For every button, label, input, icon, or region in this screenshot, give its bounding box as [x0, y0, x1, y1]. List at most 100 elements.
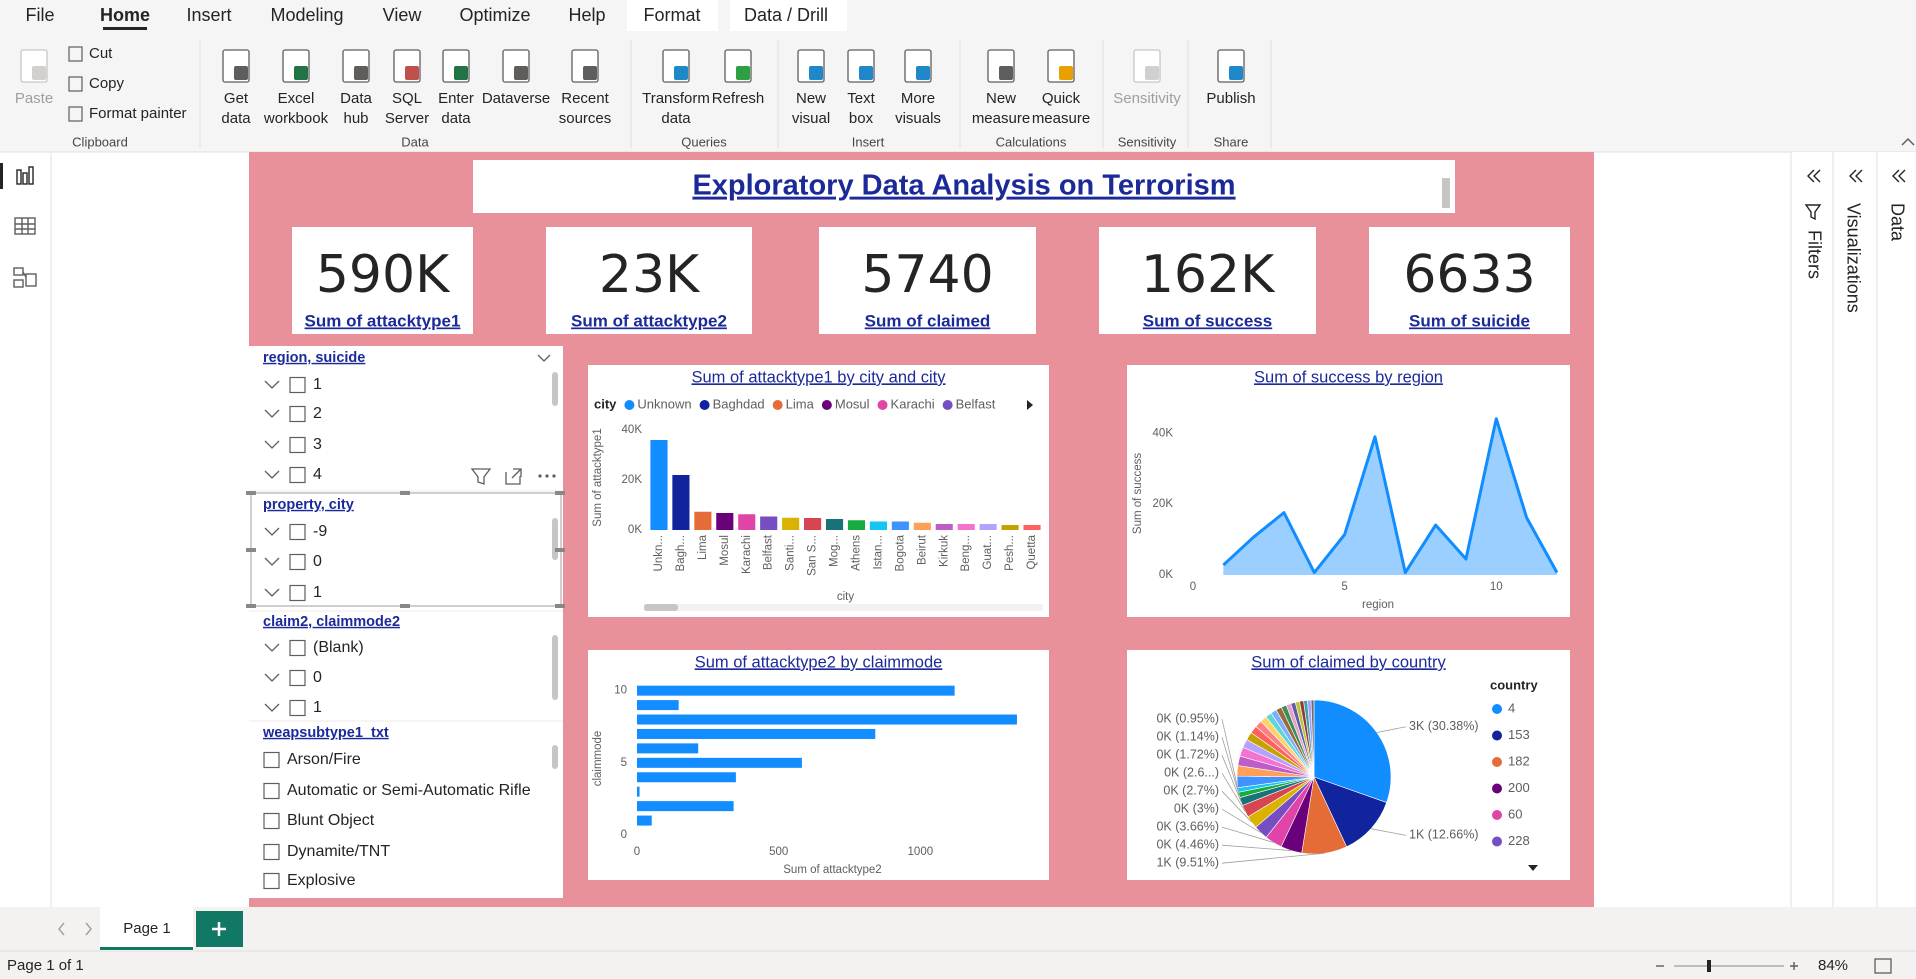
focus-icon[interactable] [505, 468, 522, 485]
ribbon-button-label[interactable]: Quick [1042, 90, 1081, 107]
slicer-item[interactable]: 1 [313, 376, 322, 393]
resize-handle[interactable] [555, 491, 565, 495]
button-icon[interactable] [987, 49, 1015, 83]
menu-tab[interactable]: View [383, 5, 423, 25]
checkbox[interactable] [289, 466, 306, 484]
checkbox[interactable] [289, 436, 306, 454]
ribbon-small-button[interactable]: Cut [89, 45, 113, 62]
ribbon-button-label[interactable]: data [221, 110, 251, 127]
ribbon-button-label[interactable]: Recent [561, 90, 609, 107]
resize-handle[interactable] [400, 491, 410, 495]
checkbox[interactable] [289, 669, 306, 687]
slicer-item[interactable]: 3 [313, 436, 322, 453]
resize-handle[interactable] [400, 604, 410, 608]
button-icon[interactable] [1047, 49, 1075, 83]
button-icon[interactable] [571, 49, 599, 83]
slicer-item[interactable]: 0 [313, 669, 322, 686]
slicer-item[interactable]: 4 [313, 466, 322, 483]
ribbon-button-label[interactable]: hub [343, 110, 368, 127]
checkbox[interactable] [289, 584, 306, 602]
resize-handle[interactable] [555, 604, 565, 608]
button-icon[interactable] [1133, 49, 1161, 83]
slicer-item[interactable]: Arson/Fire [287, 751, 361, 768]
slicer-item[interactable]: Blunt Object [287, 812, 375, 829]
slicer-item[interactable]: Automatic or Semi-Automatic Rifle [287, 782, 531, 799]
menu-tab[interactable]: Insert [186, 5, 231, 25]
more-options-dot[interactable] [545, 474, 549, 478]
zoom-in[interactable] [1790, 962, 1798, 970]
button-icon[interactable] [393, 49, 421, 83]
checkbox[interactable] [263, 782, 280, 800]
ribbon-button-label[interactable]: Transform [642, 90, 710, 107]
expand-chevron[interactable] [264, 470, 280, 479]
checkbox[interactable] [289, 405, 306, 423]
checkbox[interactable] [289, 639, 306, 657]
ribbon-button-label[interactable]: More [901, 90, 935, 107]
scroll-thumb[interactable] [644, 604, 678, 611]
resize-handle[interactable] [246, 548, 256, 552]
checkbox[interactable] [289, 699, 306, 717]
button-icon[interactable] [724, 49, 752, 83]
collapse-ribbon[interactable] [1901, 137, 1915, 146]
ribbon-button-label[interactable]: measure [972, 110, 1030, 127]
ribbon-small-button[interactable]: Copy [89, 75, 125, 92]
menu-tab[interactable]: Optimize [459, 5, 530, 25]
button-icon[interactable] [20, 49, 48, 83]
slicer-item[interactable]: Dynamite/TNT [287, 843, 390, 860]
menu-tab[interactable]: Modeling [270, 5, 343, 25]
checkbox[interactable] [289, 553, 306, 571]
checkbox[interactable] [289, 376, 306, 394]
ribbon-button-label[interactable]: visual [792, 110, 830, 127]
slicer-item[interactable]: 1 [313, 699, 322, 716]
resize-handle[interactable] [246, 491, 256, 495]
button-icon[interactable] [797, 49, 825, 83]
expand-chevron[interactable] [264, 588, 280, 597]
button-icon[interactable] [342, 49, 370, 83]
menu-tab[interactable]: Home [100, 5, 150, 25]
ribbon-button-label[interactable]: Server [385, 110, 429, 127]
page-tab-bg[interactable] [100, 907, 193, 951]
ribbon-button-label[interactable]: Paste [15, 90, 53, 107]
table-view-icon[interactable] [14, 217, 36, 235]
legend-next[interactable] [1027, 400, 1033, 410]
button-icon[interactable] [222, 49, 250, 83]
ribbon-button-label[interactable]: Publish [1206, 90, 1255, 107]
pane-tab[interactable]: Visualizations [1843, 203, 1863, 313]
filter-icon[interactable] [470, 468, 492, 485]
checkbox[interactable] [289, 523, 306, 541]
menu-tab[interactable]: File [25, 5, 54, 25]
legend-more[interactable] [1528, 865, 1538, 871]
ribbon-button-label[interactable]: data [441, 110, 471, 127]
menu-tab[interactable]: Format [643, 5, 700, 25]
ribbon-button-label[interactable]: data [661, 110, 691, 127]
button-icon[interactable] [282, 49, 310, 83]
ribbon-button-label[interactable]: Text [847, 90, 875, 107]
ribbon-button-label[interactable]: Dataverse [482, 90, 550, 107]
ribbon-button-label[interactable]: measure [1032, 110, 1090, 127]
ribbon-button-label[interactable]: Excel [278, 90, 315, 107]
ribbon-button-label[interactable]: New [986, 90, 1016, 107]
expand-chevron[interactable] [264, 643, 280, 652]
pane-tab[interactable]: Data [1887, 203, 1907, 242]
fit-to-page[interactable] [1874, 958, 1892, 974]
more-options-dot[interactable] [538, 474, 542, 478]
slicer-dropdown[interactable] [537, 354, 551, 362]
checkbox[interactable] [263, 843, 280, 861]
expand-chevron[interactable] [264, 380, 280, 389]
slicer-item[interactable]: 2 [313, 405, 322, 422]
report-view-icon[interactable] [16, 166, 34, 185]
slicer-item[interactable]: -9 [313, 523, 327, 540]
pane-tab[interactable]: Filters [1804, 230, 1824, 279]
ribbon-button-label[interactable]: Get [224, 90, 249, 107]
expand-chevron[interactable] [264, 557, 280, 566]
expand-chevron[interactable] [264, 409, 280, 418]
ribbon-button-label[interactable]: Data [340, 90, 372, 107]
expand-chevron[interactable] [264, 673, 280, 682]
button-icon[interactable] [442, 49, 470, 83]
ribbon-button-label[interactable]: workbook [263, 110, 329, 127]
button-icon[interactable] [662, 49, 690, 83]
ribbon-button-label[interactable]: Sensitivity [1113, 90, 1181, 107]
checkbox[interactable] [263, 812, 280, 830]
expand-chevron[interactable] [264, 703, 280, 712]
slicer-item[interactable]: 1 [313, 584, 322, 601]
